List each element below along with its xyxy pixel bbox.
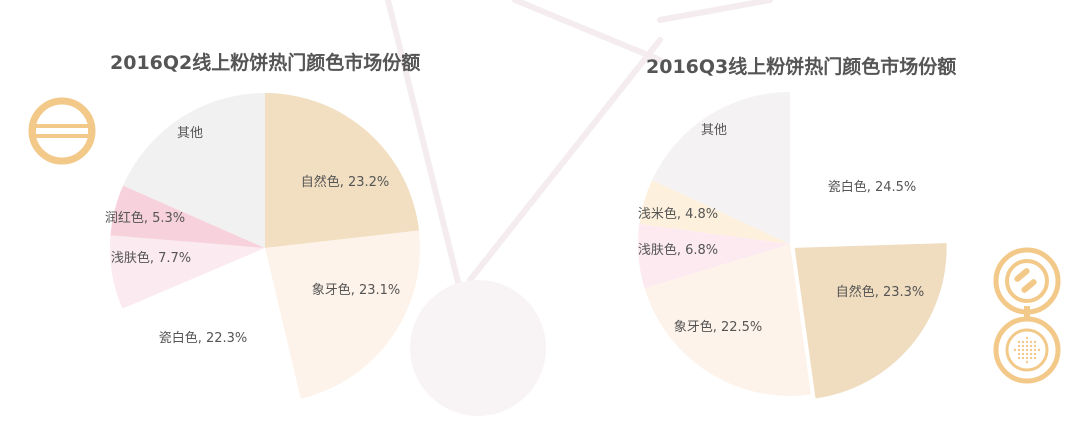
pie1-label-4: 润红色, 5.3% [105, 210, 185, 226]
pie1-slice-4 [110, 185, 265, 248]
powder-compact-icon-right [993, 247, 1061, 384]
pie1-slice-3 [110, 235, 265, 309]
pie1-slice-2 [122, 248, 301, 403]
pie2-label-0: 瓷白色, 24.5% [828, 179, 917, 195]
chart-title-q2: 2016Q2线上粉饼热门颜色市场份额 [110, 52, 421, 74]
background-decoration [385, 0, 773, 293]
pie1-label-0: 自然色, 23.2% [301, 174, 390, 190]
pie2-slice-4 [639, 180, 790, 244]
pie1-label-3: 浅肤色, 7.7% [111, 250, 191, 266]
pie2-label-4: 浅米色, 4.8% [638, 206, 718, 222]
decor-circle [410, 280, 546, 416]
pie1-label-1: 象牙色, 23.1% [312, 282, 401, 298]
pie2-slice-1 [794, 243, 947, 399]
pie2-slice-5 [652, 92, 790, 244]
pie2-slice-0 [790, 92, 942, 244]
pie2-label-2: 象牙色, 22.5% [674, 319, 763, 335]
powder-compact-icon-left [28, 97, 96, 165]
pie2-label-3: 浅肤色, 6.8% [638, 242, 718, 258]
pie-chart-q2: 自然色, 23.2% 象牙色, 23.1% 瓷白色, 22.3% 浅肤色, 7.7% 润… [105, 92, 421, 403]
pie2-label-5: 其他 [701, 123, 727, 138]
pie-chart-q3: 瓷白色, 24.5% 自然色, 23.3% 象牙色, 22.5% 浅肤色, 6.8% 浅… [638, 92, 947, 399]
pie1-label-2: 瓷白色, 22.3% [159, 330, 248, 346]
pie2-slice-3 [638, 224, 790, 289]
pie1-label-5: 其他 [177, 126, 203, 141]
pie2-label-1: 自然色, 23.3% [836, 284, 925, 300]
pie2-slice-2 [644, 244, 811, 397]
chart-title-q3: 2016Q3线上粉饼热门颜色市场份额 [646, 56, 957, 78]
pie1-slice-0 [265, 92, 420, 248]
pie1-slice-5 [123, 93, 265, 248]
pie1-slice-1 [265, 230, 421, 399]
